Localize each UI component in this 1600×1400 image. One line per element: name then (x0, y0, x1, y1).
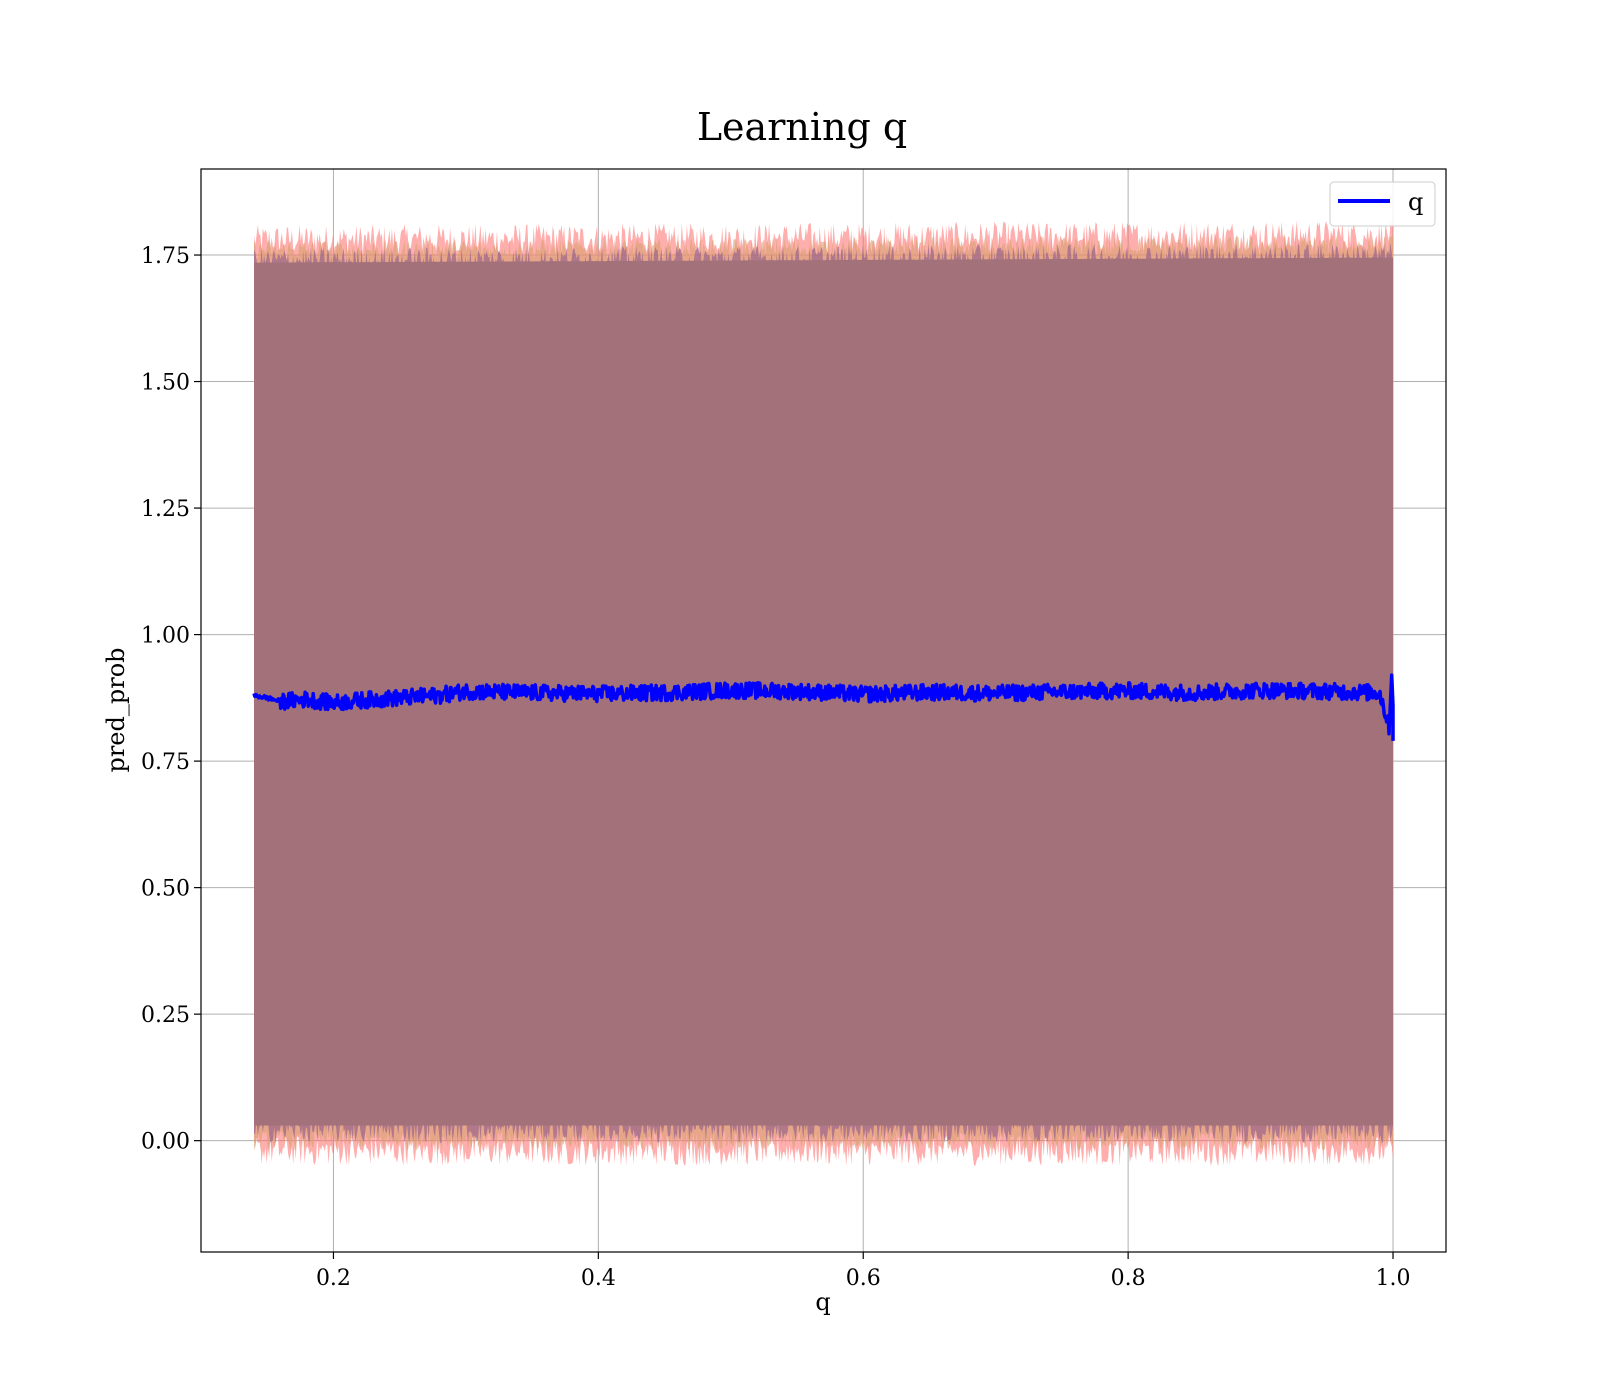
y-tick-label: 0.25 (141, 1003, 190, 1028)
legend-label-q: q (1408, 188, 1423, 216)
x-tick-label: 0.2 (316, 1266, 351, 1291)
plot-frame (200, 168, 1447, 1253)
y-tick-label: 1.75 (141, 244, 190, 269)
x-tick-label: 0.6 (846, 1266, 881, 1291)
x-tick-label: 0.4 (581, 1266, 616, 1291)
y-tick-label: 1.00 (141, 624, 190, 649)
y-tick-label: 0.00 (141, 1130, 190, 1155)
x-tick-label: 0.8 (1111, 1266, 1146, 1291)
y-tick-label: 0.50 (141, 877, 190, 902)
legend-box (1329, 181, 1436, 227)
series-line-q (252, 673, 1395, 741)
x-axis-label: q (815, 1288, 830, 1316)
x-axis: 0.2 0.4 0.6 0.8 1.0 (316, 1252, 1411, 1291)
chart-title: Learning q (697, 105, 907, 149)
series-layer (252, 673, 1395, 741)
y-tick-label: 0.75 (141, 750, 190, 775)
legend: q (1329, 181, 1436, 227)
y-tick-label: 1.50 (141, 371, 190, 396)
y-tick-label: 1.25 (141, 497, 190, 522)
x-tick-label: 1.0 (1376, 1266, 1411, 1291)
y-axis-label: pred_prob (102, 647, 130, 772)
y-axis: 0.00 0.25 0.50 0.75 1.00 1.25 1.50 1.75 (141, 244, 201, 1155)
